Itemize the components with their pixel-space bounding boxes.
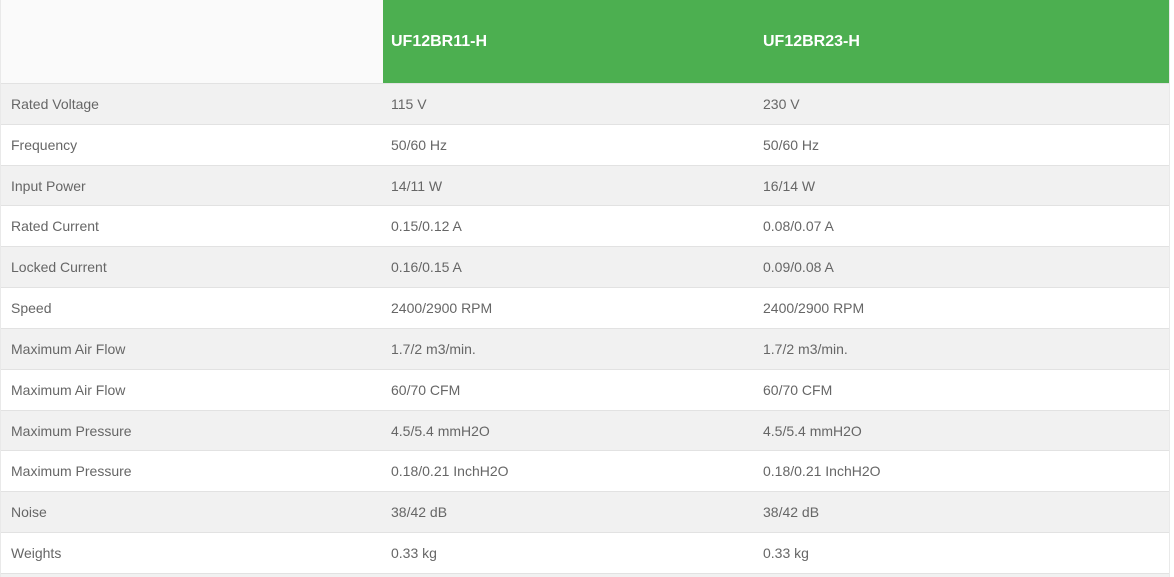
- spec-value-uf12br23h: 38/42 dB: [763, 504, 820, 521]
- spec-label: Weights: [11, 545, 62, 562]
- spec-value-uf12br23h: 4.5/5.4 mmH2O: [763, 422, 862, 439]
- column-header-uf12br11h: UF12BR11-H: [383, 0, 755, 83]
- spec-label: Speed: [11, 300, 52, 317]
- spec-label: Noise: [11, 504, 47, 521]
- spec-value-uf12br11h: 4.5/5.4 mmH2O: [391, 422, 490, 439]
- spec-label: Input Power: [11, 177, 86, 194]
- spec-value-uf12br23h: 1.7/2 m3/min.: [763, 340, 848, 357]
- spec-value-uf12br23h: 60/70 CFM: [763, 381, 833, 398]
- table-row: Rated Current 0.15/0.12 A 0.08/0.07 A: [1, 205, 1169, 247]
- spec-value-uf12br11h: 60/70 CFM: [391, 381, 461, 398]
- header-empty-cell: [1, 0, 383, 83]
- spec-label: Maximum Pressure: [11, 422, 132, 439]
- spec-value-uf12br23h: 0.09/0.08 A: [763, 259, 834, 276]
- spec-value-uf12br11h: 1.7/2 m3/min.: [391, 340, 476, 357]
- spec-value-uf12br23h: 2400/2900 RPM: [763, 300, 865, 317]
- spec-value-uf12br11h: 50/60 Hz: [391, 136, 448, 153]
- spec-value-uf12br11h: 0.33 kg: [391, 545, 437, 562]
- spec-value-uf12br23h: 0.08/0.07 A: [763, 218, 834, 235]
- spec-value-uf12br23h: 16/14 W: [763, 177, 816, 194]
- spec-value-uf12br11h: 115 V: [391, 95, 427, 112]
- next-row-partial: [1, 572, 1169, 577]
- table-row: Maximum Air Flow 1.7/2 m3/min. 1.7/2 m3/…: [1, 327, 1169, 369]
- spec-label: Maximum Pressure: [11, 463, 132, 480]
- spec-label: Maximum Air Flow: [11, 381, 126, 398]
- spec-value-uf12br11h: 0.15/0.12 A: [391, 218, 462, 235]
- table-row: Locked Current 0.16/0.15 A 0.09/0.08 A: [1, 246, 1169, 288]
- spec-label: Rated Voltage: [11, 95, 99, 112]
- spec-value-uf12br23h: 230 V: [763, 95, 800, 112]
- spec-value-uf12br11h: 38/42 dB: [391, 504, 448, 521]
- table-header: UF12BR11-H UF12BR23-H: [1, 0, 1169, 83]
- table-row: Maximum Air Flow 60/70 CFM 60/70 CFM: [1, 368, 1169, 410]
- table-row: Frequency 50/60 Hz 50/60 Hz: [1, 123, 1169, 165]
- spec-value-uf12br11h: 0.16/0.15 A: [391, 259, 462, 276]
- spec-value-uf12br11h: 14/11 W: [391, 177, 443, 194]
- column-header-uf12br23h: UF12BR23-H: [755, 0, 1169, 83]
- spec-value-uf12br23h: 0.33 kg: [763, 545, 809, 562]
- spec-label: Rated Current: [11, 218, 99, 235]
- spec-label: Locked Current: [11, 259, 107, 276]
- table-body: Rated Voltage 115 V 230 V Frequency 50/6…: [1, 83, 1169, 573]
- table-row: Weights 0.33 kg 0.33 kg: [1, 532, 1169, 573]
- table-row: Rated Voltage 115 V 230 V: [1, 83, 1169, 124]
- spec-value-uf12br11h: 0.18/0.21 InchH2O: [391, 463, 509, 480]
- spec-label: Frequency: [11, 136, 78, 153]
- table-row: Speed 2400/2900 RPM 2400/2900 RPM: [1, 287, 1169, 328]
- spec-value-uf12br11h: 2400/2900 RPM: [391, 300, 493, 317]
- table-row: Input Power 14/11 W 16/14 W: [1, 164, 1169, 206]
- table-row: Maximum Pressure 0.18/0.21 InchH2O 0.18/…: [1, 450, 1169, 492]
- table-row: Maximum Pressure 4.5/5.4 mmH2O 4.5/5.4 m…: [1, 409, 1169, 451]
- spec-value-uf12br23h: 50/60 Hz: [763, 136, 820, 153]
- table-row: Noise 38/42 dB 38/42 dB: [1, 491, 1169, 533]
- spec-label: Maximum Air Flow: [11, 340, 126, 357]
- spec-value-uf12br23h: 0.18/0.21 InchH2O: [763, 463, 881, 480]
